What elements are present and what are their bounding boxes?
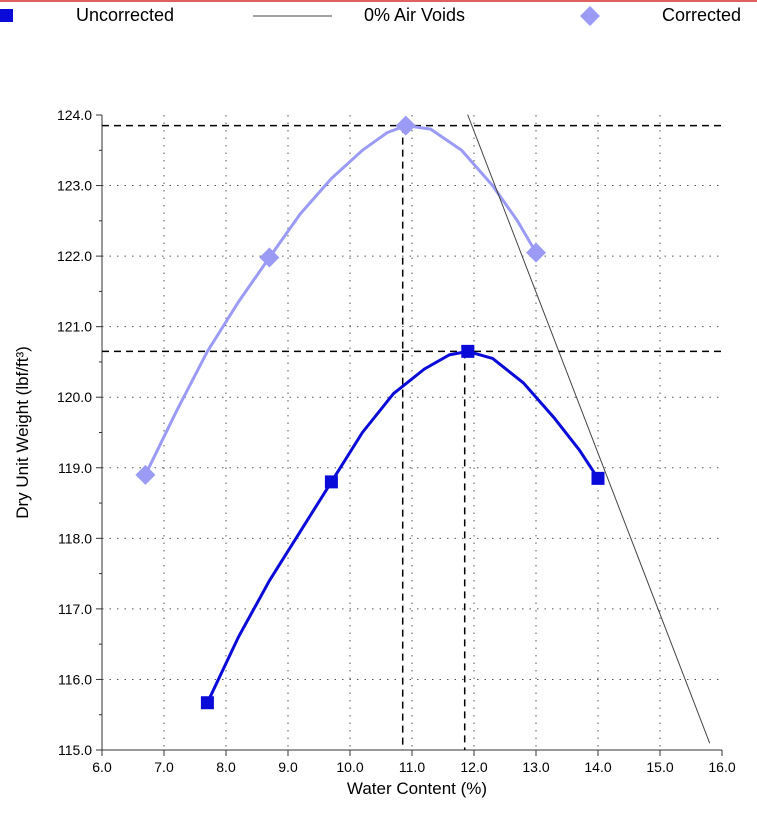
y-tick-label: 121.0 [57,319,92,335]
y-tick-label: 116.0 [58,671,92,687]
legend-label-air-voids: 0% Air Voids [364,5,466,25]
x-tick-label: 12.0 [460,759,487,775]
legend-label-uncorrected: Uncorrected [76,5,175,25]
data-point-uncorrected [591,471,605,485]
y-tick-label: 123.0 [57,178,92,194]
legend-uncorrected-square-icon [0,9,13,22]
y-tick-label: 120.0 [57,389,92,405]
series-line-0-air-voids [467,114,711,744]
data-point-uncorrected [200,696,214,710]
data-point-corrected [526,242,546,263]
x-tick-label: 10.0 [336,759,363,775]
x-tick-label: 8.0 [216,759,236,775]
x-tick-label: 6.0 [92,759,112,775]
legend-topline [0,0,757,2]
legend-corrected-diamond-icon [580,6,600,26]
chart-legend: Uncorrected 0% Air Voids Corrected [0,0,757,34]
y-axis-label: Dry Unit Weight (lbf/ft³) [13,346,32,519]
x-tick-label: 11.0 [399,759,425,775]
y-tick-label: 117.0 [58,601,92,617]
y-tick-label: 115.0 [58,742,92,758]
series-line-uncorrected [205,349,600,705]
data-point-corrected [259,247,280,268]
x-tick-label: 7.0 [154,759,174,775]
x-tick-label: 14.0 [584,759,611,775]
data-point-corrected [135,464,156,485]
y-tick-label: 119.0 [58,460,92,476]
y-tick-label: 124.0 [57,107,92,123]
data-point-uncorrected [461,344,475,358]
legend-symbols [0,0,757,26]
series-line-corrected [143,124,538,477]
data-point-uncorrected [324,475,338,489]
data-point-corrected [395,115,416,136]
x-tick-label: 15.0 [646,759,673,775]
y-tick-label: 118.0 [58,530,92,546]
legend-label-corrected: Corrected [662,5,742,25]
y-tick-label: 122.0 [57,248,92,264]
x-axis-label: Water Content (%) [347,779,487,798]
x-tick-label: 13.0 [522,759,549,775]
x-tick-label: 16.0 [708,759,735,775]
x-tick-label: 9.0 [278,759,298,775]
